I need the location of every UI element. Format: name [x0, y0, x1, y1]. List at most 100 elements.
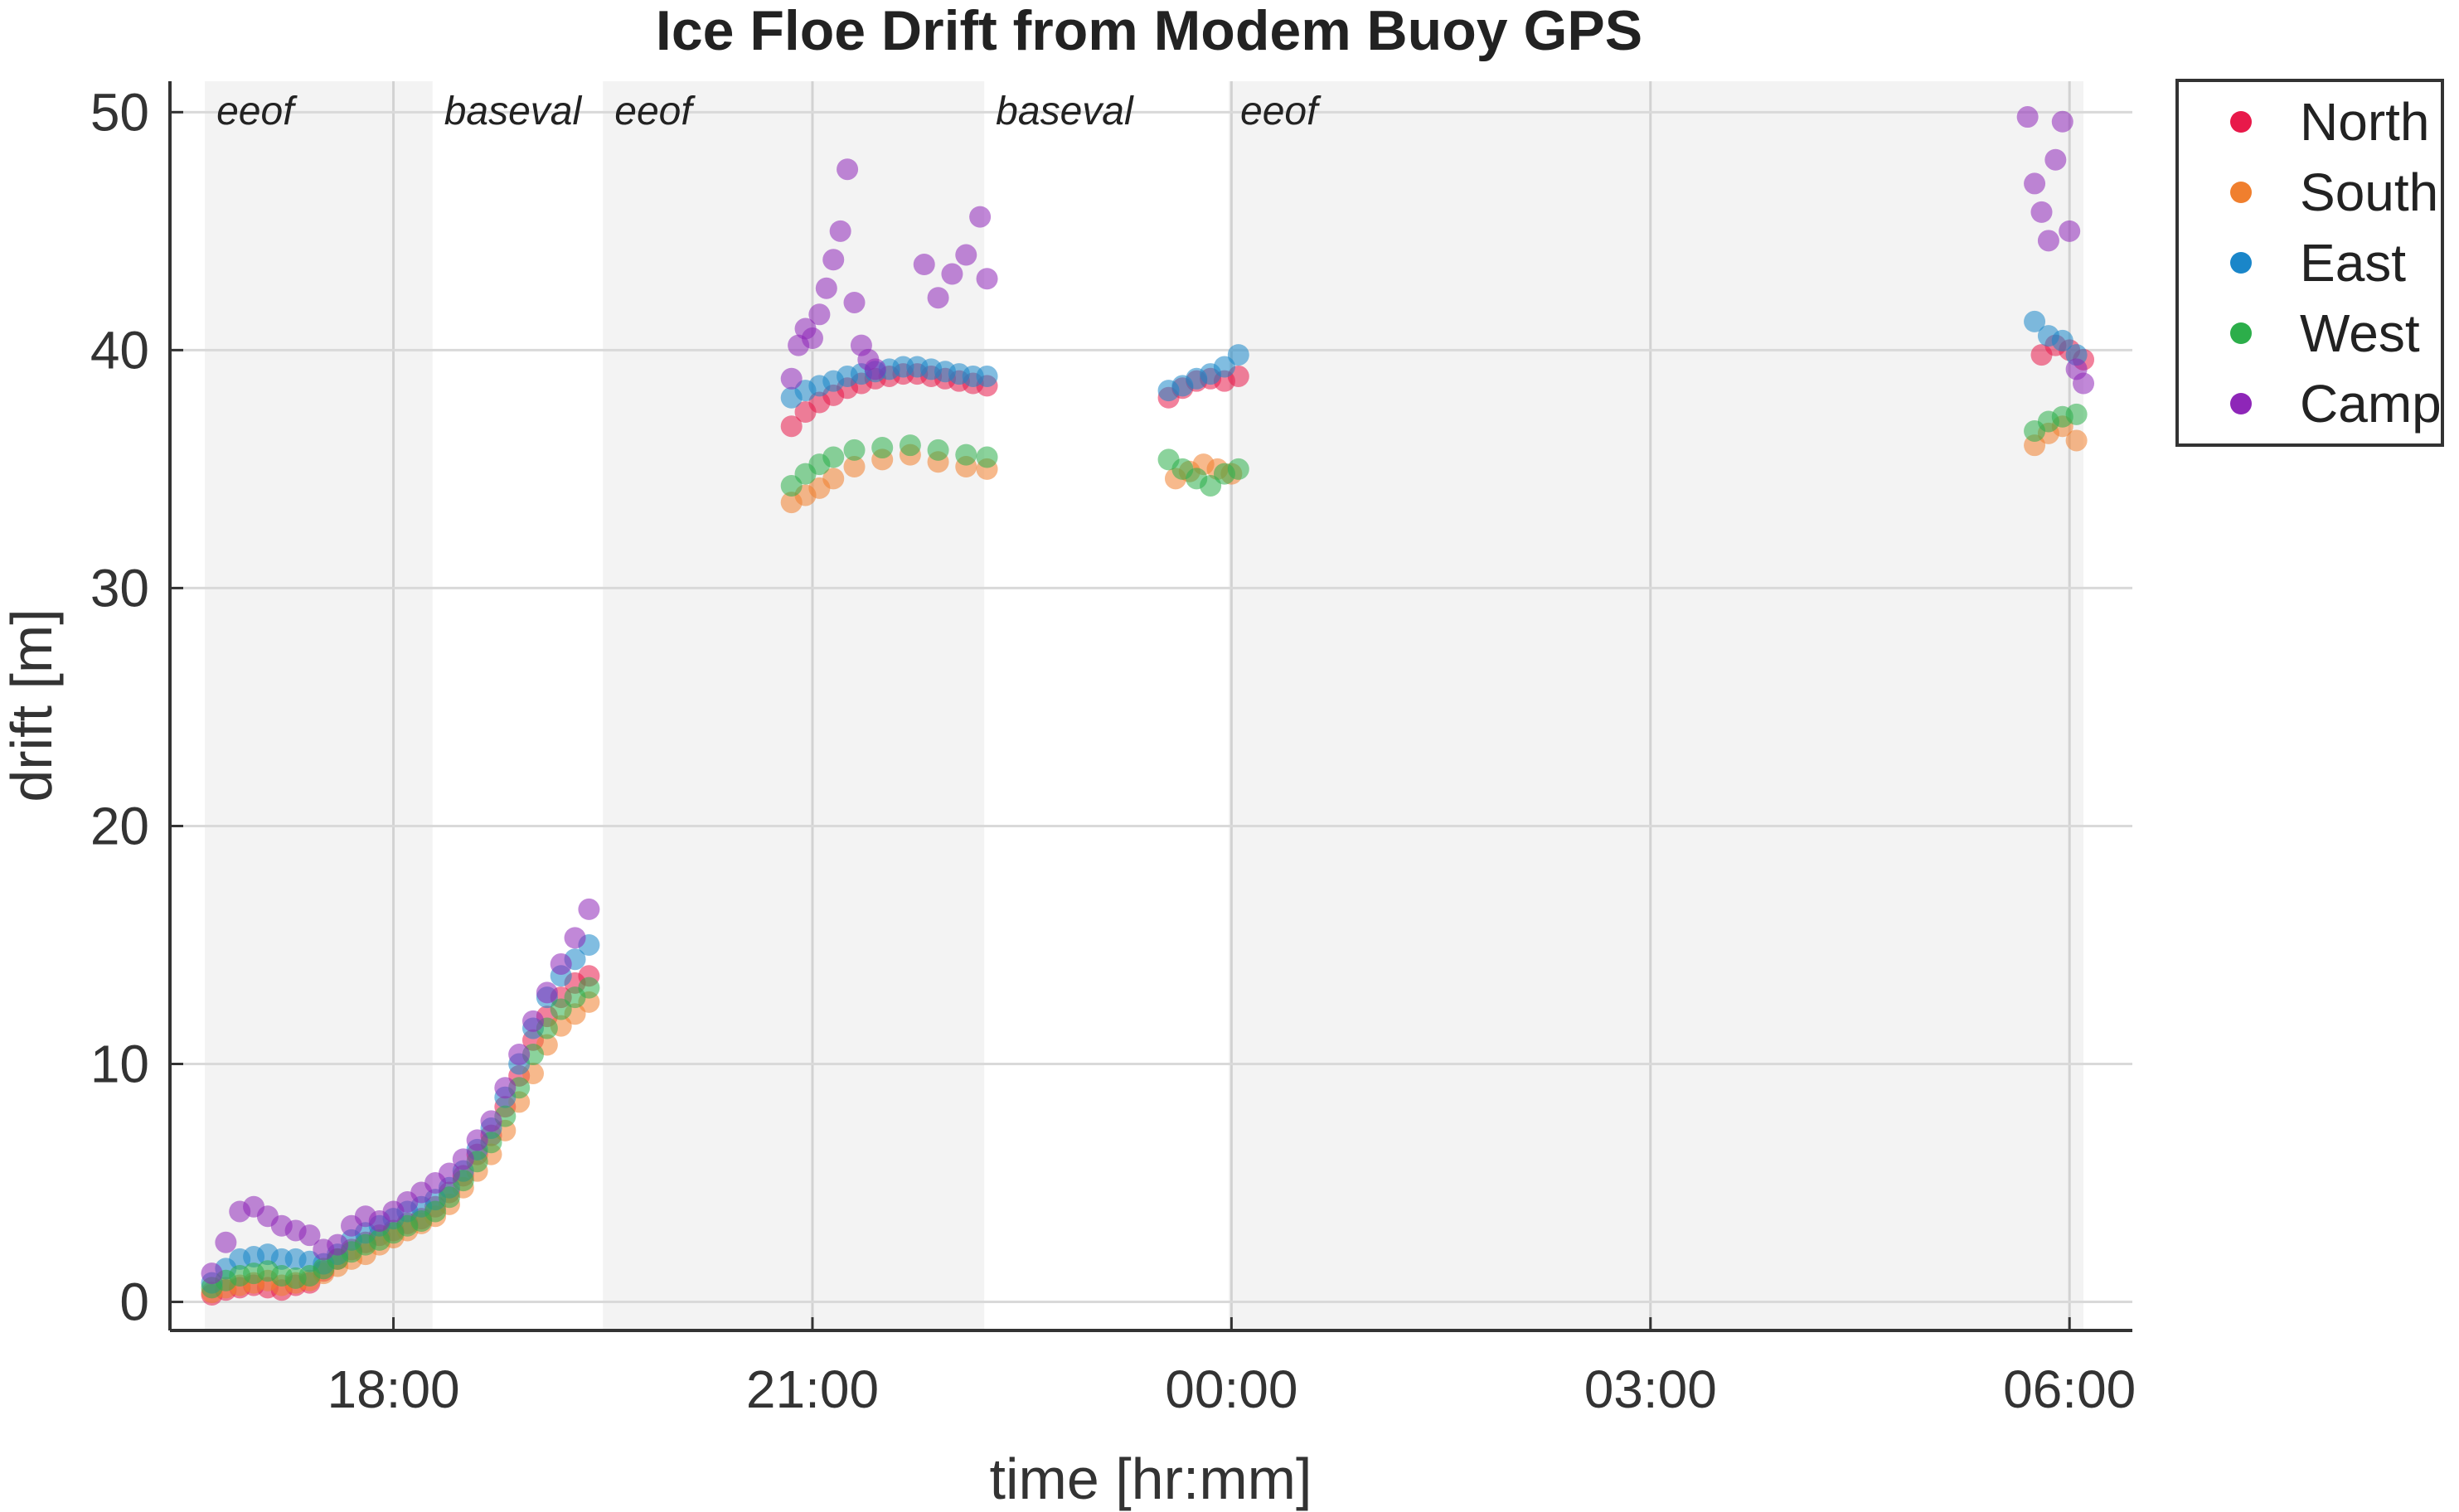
y-tick-label: 40: [90, 320, 149, 380]
legend-label-camp: Camp: [2300, 374, 2442, 434]
legend-label-east: East: [2300, 233, 2406, 293]
data-point: [801, 327, 823, 350]
data-point: [927, 287, 949, 309]
data-point: [864, 358, 886, 380]
phase-band: [603, 81, 985, 1330]
legend-marker-east: [2230, 252, 2252, 274]
data-point: [201, 1262, 223, 1285]
legend-marker-south: [2230, 182, 2252, 203]
data-point: [815, 277, 837, 299]
data-point: [955, 443, 977, 466]
y-tick-label: 0: [119, 1272, 149, 1332]
data-point: [2065, 403, 2088, 425]
data-point: [1227, 458, 1249, 480]
data-point: [780, 367, 803, 390]
data-point: [564, 927, 586, 949]
data-point: [913, 254, 935, 276]
data-point: [829, 220, 851, 242]
data-point: [480, 1110, 502, 1132]
legend-label-north: North: [2300, 92, 2430, 152]
data-point: [1227, 344, 1249, 366]
phase-label: eeof: [614, 90, 696, 133]
axes: [168, 81, 2132, 1332]
legend-label-west: West: [2300, 303, 2420, 363]
data-point: [298, 1224, 321, 1247]
data-point: [2030, 201, 2053, 223]
data-point: [424, 1200, 447, 1223]
y-tick-label: 20: [90, 796, 149, 855]
legend-marker-west: [2230, 322, 2252, 344]
data-point: [843, 291, 866, 313]
data-point: [969, 206, 992, 228]
y-tick-label: 10: [90, 1035, 149, 1094]
legend-label-south: South: [2300, 162, 2438, 222]
x-tick-label: 18:00: [327, 1359, 459, 1419]
data-point: [452, 1148, 474, 1170]
data-point: [843, 439, 866, 461]
series-camp: [201, 106, 2095, 1285]
phase-labels: eeof baseval eeof baseval eeof: [216, 90, 1322, 133]
y-tick-label: 50: [90, 82, 149, 142]
data-point: [2051, 110, 2073, 133]
data-point: [466, 1129, 488, 1151]
data-point: [822, 468, 845, 490]
legend: North South East West Camp: [2175, 79, 2444, 447]
data-point: [578, 898, 600, 920]
grid-lines: [170, 81, 2132, 1330]
y-axis-label: drift [m]: [0, 608, 64, 802]
data-point: [899, 434, 921, 457]
data-point: [780, 415, 803, 438]
data-point: [2051, 329, 2073, 351]
data-point: [550, 952, 572, 975]
data-point: [508, 1044, 531, 1066]
data-point: [522, 1010, 545, 1032]
y-tick-labels: 0 10 20 30 40 50: [90, 82, 149, 1331]
data-point: [2037, 230, 2059, 252]
data-point: [2065, 429, 2088, 452]
x-tick-label: 06:00: [2003, 1359, 2136, 1419]
x-tick-label: 00:00: [1165, 1359, 1297, 1419]
data-point: [822, 249, 845, 271]
x-tick-labels: 18:00 21:00 00:00 03:00 06:00: [327, 1359, 2136, 1419]
data-point: [976, 446, 998, 468]
data-point: [955, 244, 977, 266]
phase-label: eeof: [1240, 90, 1322, 133]
data-point: [327, 1233, 349, 1256]
data-point: [837, 158, 859, 181]
x-tick-label: 21:00: [746, 1359, 879, 1419]
data-point: [438, 1186, 460, 1209]
x-tick-label: 03:00: [1584, 1359, 1717, 1419]
phase-band: [1229, 81, 2084, 1330]
data-point: [438, 1162, 460, 1185]
data-point: [808, 303, 831, 326]
data-point: [494, 1077, 517, 1099]
data-point: [822, 446, 845, 468]
data-point: [2059, 220, 2081, 242]
data-point: [578, 976, 600, 999]
data-point: [2024, 172, 2046, 195]
x-axis-label: time [hr:mm]: [990, 1447, 1312, 1511]
data-points: [201, 106, 2095, 1306]
legend-marker-camp: [2230, 393, 2252, 414]
legend-marker-north: [2230, 111, 2252, 133]
chart-title: Ice Floe Drift from Modem Buoy GPS: [656, 0, 1642, 62]
data-point: [976, 365, 998, 387]
data-point: [976, 268, 998, 290]
data-point: [2024, 310, 2046, 332]
legend-box: [2175, 79, 2444, 447]
phase-band: [205, 81, 433, 1330]
data-point: [941, 263, 963, 285]
phase-label: eeof: [216, 90, 298, 133]
data-point: [927, 439, 949, 461]
data-point: [871, 437, 894, 459]
data-point: [536, 981, 558, 1004]
phase-label: baseval: [444, 90, 583, 133]
data-point: [2044, 148, 2067, 171]
y-tick-label: 30: [90, 558, 149, 618]
phase-label: baseval: [996, 90, 1134, 133]
data-point: [2016, 106, 2039, 128]
data-point: [843, 456, 866, 478]
data-point: [215, 1231, 237, 1253]
data-point: [2073, 372, 2095, 395]
